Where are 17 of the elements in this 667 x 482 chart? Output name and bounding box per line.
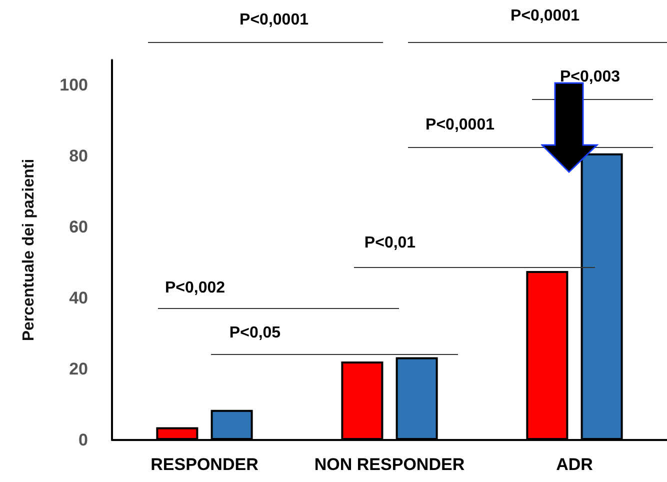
y-tick-label: 60 [69,217,88,236]
annotation: P<0,05 [229,324,281,342]
y-tick-label: 100 [60,75,88,94]
annotation: P<0,003 [560,68,620,86]
annotation: P<0,0001 [426,116,495,134]
y-axis-title: Percentuale dei pazienti [20,158,38,342]
y-tick-label: 40 [69,288,88,308]
y-tick-label: 80 [69,146,88,166]
x-tick-label: ADR [556,455,593,474]
text: P<0,0001 [240,12,309,28]
x-tick-label: RESPONDER [150,455,258,474]
annotation: P<0,002 [164,280,226,296]
text: P<0,0001 [510,8,580,24]
x-tick-label: NON RESPONDER [314,455,465,474]
annotation: P<0,01 [364,234,416,252]
y-tick-label: 20 [69,359,88,378]
y-tick-label: 0 [78,430,88,450]
